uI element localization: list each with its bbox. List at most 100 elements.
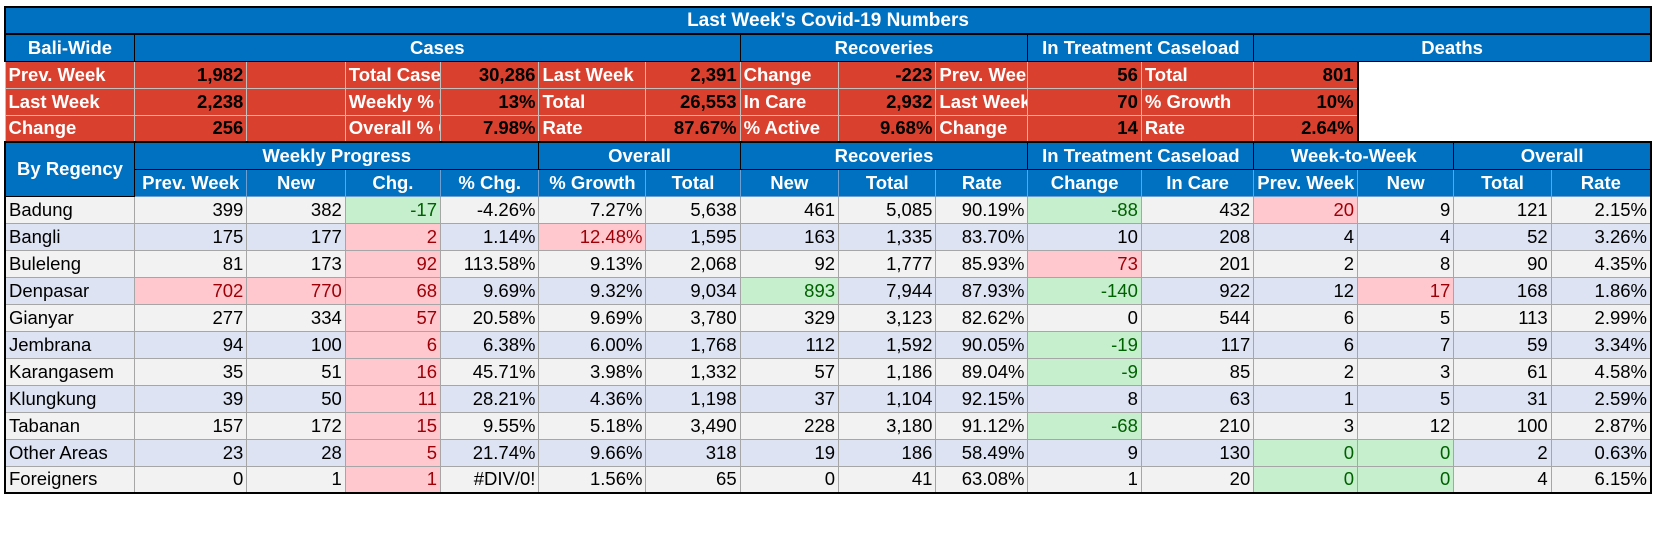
- table-cell: 5.18%: [538, 411, 647, 440]
- table-cell: 157: [133, 411, 248, 440]
- table-cell: 10: [1027, 222, 1142, 251]
- table-cell: 20.58%: [440, 303, 540, 332]
- table-cell: 9: [1357, 195, 1455, 224]
- summary-deaths-label: Change: [935, 114, 1029, 143]
- table-cell: 2: [1453, 438, 1552, 467]
- table-cell: 94: [133, 330, 248, 359]
- table-cell: 3: [1357, 357, 1455, 386]
- table-cell: 1,186: [838, 357, 937, 386]
- regency-rows: Badung 399 382 -17 -4.26% 7.27% 5,638 461 5,085 9…: [3, 195, 1652, 494]
- summary-deaths-value: 56: [1027, 60, 1142, 89]
- regency-name: Bangli: [3, 222, 135, 251]
- column-header: Total: [838, 168, 937, 197]
- table-cell: 2.59%: [1550, 384, 1652, 413]
- table-cell: 1,198: [645, 384, 741, 413]
- table-cell: 9.32%: [538, 276, 647, 305]
- table-cell: 1: [246, 465, 346, 494]
- table-cell: 28.21%: [440, 384, 540, 413]
- summary-treat-label: Change: [739, 60, 840, 89]
- table-cell: 5,085: [838, 195, 937, 224]
- table-cell: 5,638: [645, 195, 741, 224]
- table-cell: 3.34%: [1550, 330, 1652, 359]
- table-cell: 329: [739, 303, 840, 332]
- table-row: Buleleng 81 173 92 113.58% 9.13% 2,068 92 1,777 8…: [3, 249, 1652, 278]
- table-row: Other Areas 23 28 5 21.74% 9.66% 318 19 186 58.49…: [3, 438, 1652, 467]
- table-cell: 92: [344, 249, 442, 278]
- by-regency-label: By Regency: [3, 141, 135, 197]
- table-cell: 1.86%: [1550, 276, 1652, 305]
- table-cell: -19: [1027, 330, 1142, 359]
- table-cell: 0: [1357, 438, 1455, 467]
- cases-header: Cases: [133, 33, 741, 62]
- table-cell: 92.15%: [935, 384, 1029, 413]
- table-cell: 172: [246, 411, 346, 440]
- summary-cases-value: 2,238: [133, 87, 248, 116]
- summary-recov-value: 87.67%: [645, 114, 741, 143]
- table-cell: 3.26%: [1550, 222, 1652, 251]
- summary-recov-value: 2,391: [645, 60, 741, 89]
- table-cell: 61: [1453, 357, 1552, 386]
- summary-cases-blank: [246, 87, 346, 116]
- table-cell: 1.14%: [440, 222, 540, 251]
- table-cell: 6: [1253, 330, 1359, 359]
- summary-cases-label: Change: [4, 114, 135, 143]
- regency-name: Denpasar: [3, 276, 135, 305]
- table-cell: 82.62%: [935, 303, 1029, 332]
- summary-deaths-total-value: 801: [1253, 60, 1359, 89]
- column-header-row: Prev. Week New Chg.% Chg.% Growth Total New T…: [5, 168, 1652, 197]
- table-cell: 7: [1357, 330, 1455, 359]
- table-cell: 7,944: [838, 276, 937, 305]
- column-header: Prev. Week: [1253, 168, 1359, 197]
- column-header: Total: [645, 168, 741, 197]
- table-cell: 177: [246, 222, 346, 251]
- table-cell: 2: [344, 222, 442, 251]
- table-cell: 4.58%: [1550, 357, 1652, 386]
- column-header: New: [1357, 168, 1455, 197]
- table-cell: 1,777: [838, 249, 937, 278]
- regency-name: Jembrana: [3, 330, 135, 359]
- table-cell: 2: [1253, 357, 1359, 386]
- summary-recov-label: Total: [538, 87, 647, 116]
- table-cell: 201: [1140, 249, 1255, 278]
- table-cell: 59: [1453, 330, 1552, 359]
- regency-name: Buleleng: [3, 249, 135, 278]
- table-cell: 85.93%: [935, 249, 1029, 278]
- table-cell: 23: [133, 438, 248, 467]
- table-cell: 21.74%: [440, 438, 540, 467]
- regency-in-treatment-header: In Treatment Caseload: [1027, 141, 1255, 170]
- table-cell: -68: [1027, 411, 1142, 440]
- table-row: Foreigners 0 1 1 #DIV/0! 1.56% 65 0 41 63.08% 1 20 0…: [3, 465, 1652, 494]
- regency-name: Foreigners: [3, 465, 135, 494]
- summary-cases-total-label: Weekly % Change: [344, 87, 442, 116]
- table-cell: 922: [1140, 276, 1255, 305]
- bali-wide-label: Bali-Wide: [3, 33, 135, 62]
- table-cell: -4.26%: [440, 195, 540, 224]
- table-cell: 9.69%: [538, 303, 647, 332]
- summary-deaths-total-label: % Growth: [1140, 87, 1255, 116]
- table-cell: 8: [1357, 249, 1455, 278]
- table-cell: 9.13%: [538, 249, 647, 278]
- table-cell: 399: [133, 195, 248, 224]
- table-row: Jembrana 94 100 6 6.38% 6.00% 1,768 112 1,592 90.…: [3, 330, 1652, 359]
- table-cell: 63: [1140, 384, 1255, 413]
- summary-deaths-total-label: Total: [1140, 60, 1255, 89]
- table-cell: 3.98%: [538, 357, 647, 386]
- table-cell: 113.58%: [440, 249, 540, 278]
- table-cell: 544: [1140, 303, 1255, 332]
- table-cell: 41: [838, 465, 937, 494]
- table-cell: 90.05%: [935, 330, 1029, 359]
- table-cell: 68: [344, 276, 442, 305]
- table-cell: 16: [344, 357, 442, 386]
- table-cell: 5: [1357, 303, 1455, 332]
- summary-deaths-label: Last Week: [935, 87, 1029, 116]
- summary-cases-label: Last Week: [4, 87, 135, 116]
- table-cell: 0.63%: [1550, 438, 1652, 467]
- table-cell: 9.66%: [538, 438, 647, 467]
- week-to-week-header: Week-to-Week: [1253, 141, 1455, 170]
- summary-deaths-total-value: 10%: [1253, 87, 1359, 116]
- table-row: Klungkung 39 50 11 28.21% 4.36% 1,198 37 1,104 92…: [3, 384, 1652, 413]
- table-cell: 2.15%: [1550, 195, 1652, 224]
- overall-deaths-header: Overall: [1453, 141, 1653, 170]
